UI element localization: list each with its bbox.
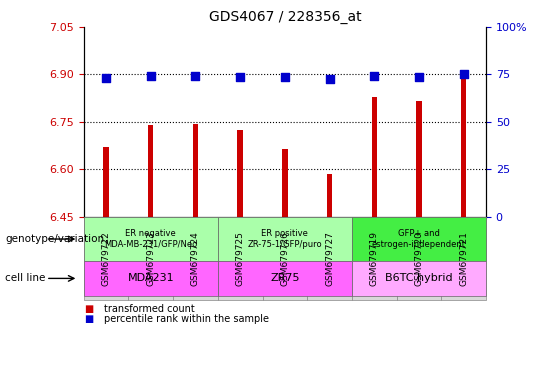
Text: ■: ■ [84,304,93,314]
Bar [148,125,153,217]
Text: GSM679727: GSM679727 [325,231,334,286]
Text: GSM679723: GSM679723 [146,231,156,286]
Text: GSM679720: GSM679720 [415,231,423,286]
Text: cell line: cell line [5,273,46,283]
Point [191,73,200,79]
Text: GSM679724: GSM679724 [191,231,200,286]
Text: GSM679722: GSM679722 [102,231,111,286]
Text: MDA231: MDA231 [127,273,174,283]
Bar [372,97,377,217]
Point [146,73,155,79]
Bar [282,149,287,217]
Text: GSM679726: GSM679726 [280,231,289,286]
Point [460,71,468,78]
Text: B6TC hybrid: B6TC hybrid [385,273,453,283]
Text: ER negative
MDA-MB-231/GFP/Neo: ER negative MDA-MB-231/GFP/Neo [104,229,198,249]
Point [102,75,110,81]
Bar [103,147,109,217]
Text: ZR75: ZR75 [270,273,300,283]
Text: ■: ■ [84,314,93,324]
Text: GFP+ and
estrogen-independent: GFP+ and estrogen-independent [372,229,466,249]
Point [415,74,423,80]
Point [236,74,245,80]
Text: ER positive
ZR-75-1/GFP/puro: ER positive ZR-75-1/GFP/puro [247,229,322,249]
Bar [327,174,332,217]
Bar [193,124,198,217]
Text: genotype/variation: genotype/variation [5,234,105,244]
Point [281,74,289,80]
Point [325,76,334,82]
Text: transformed count: transformed count [104,304,195,314]
Point [370,73,379,79]
Text: percentile rank within the sample: percentile rank within the sample [104,314,269,324]
Text: GSM679719: GSM679719 [370,231,379,286]
Text: GSM679721: GSM679721 [459,231,468,286]
Bar [416,101,422,217]
Title: GDS4067 / 228356_at: GDS4067 / 228356_at [208,10,361,25]
Bar [238,130,243,217]
Text: GSM679725: GSM679725 [235,231,245,286]
Bar [461,74,467,217]
